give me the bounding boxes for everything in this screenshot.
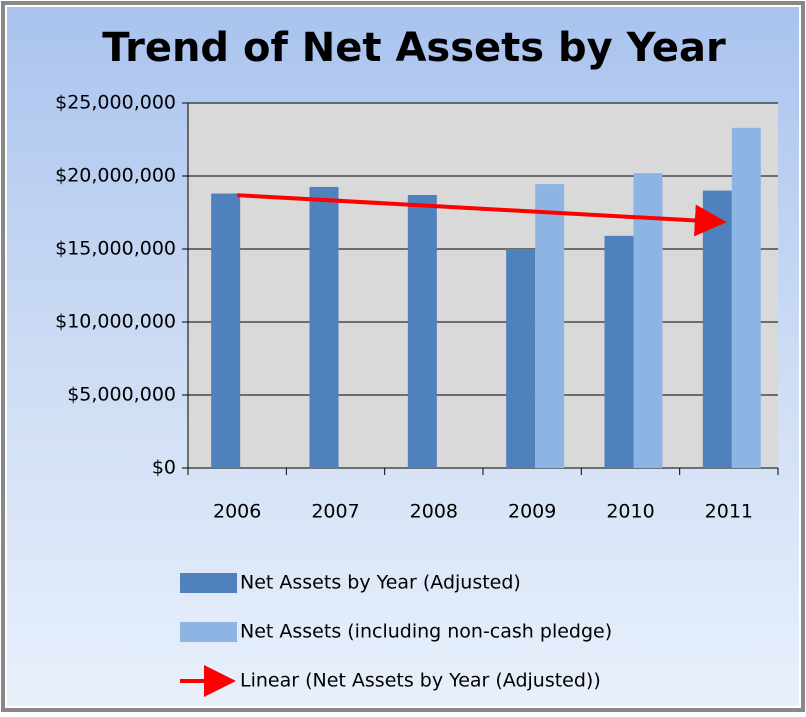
legend-swatch <box>180 622 237 642</box>
y-tick-label: $10,000,000 <box>55 311 176 333</box>
x-tick-label: 2006 <box>213 501 261 523</box>
bar <box>506 249 536 468</box>
legend-label: Linear (Net Assets by Year (Adjusted)) <box>240 670 601 692</box>
bar <box>535 184 565 468</box>
x-tick-label: 2007 <box>311 501 359 523</box>
y-tick-label: $5,000,000 <box>67 384 176 406</box>
bar <box>633 173 663 468</box>
y-tick-label: $0 <box>152 457 176 479</box>
x-tick-label: 2008 <box>410 501 458 523</box>
bar <box>731 127 761 468</box>
x-tick-label: 2009 <box>508 501 556 523</box>
bar <box>702 190 732 468</box>
y-tick-label: $25,000,000 <box>55 92 176 114</box>
legend-label: Net Assets (including non-cash pledge) <box>240 621 612 643</box>
y-tick-label: $15,000,000 <box>55 238 176 260</box>
bar <box>211 193 241 468</box>
legend-label: Net Assets by Year (Adjusted) <box>240 572 521 594</box>
trendline <box>237 193 727 237</box>
x-tick-label: 2010 <box>606 501 654 523</box>
chart-title: Trend of Net Assets by Year <box>102 25 726 71</box>
plot-area <box>188 103 778 468</box>
bar <box>309 186 339 468</box>
legend-swatch <box>180 573 237 593</box>
bar <box>407 194 437 469</box>
y-tick-label: $20,000,000 <box>55 165 176 187</box>
x-tick-label: 2011 <box>705 501 753 523</box>
bar <box>604 235 634 468</box>
